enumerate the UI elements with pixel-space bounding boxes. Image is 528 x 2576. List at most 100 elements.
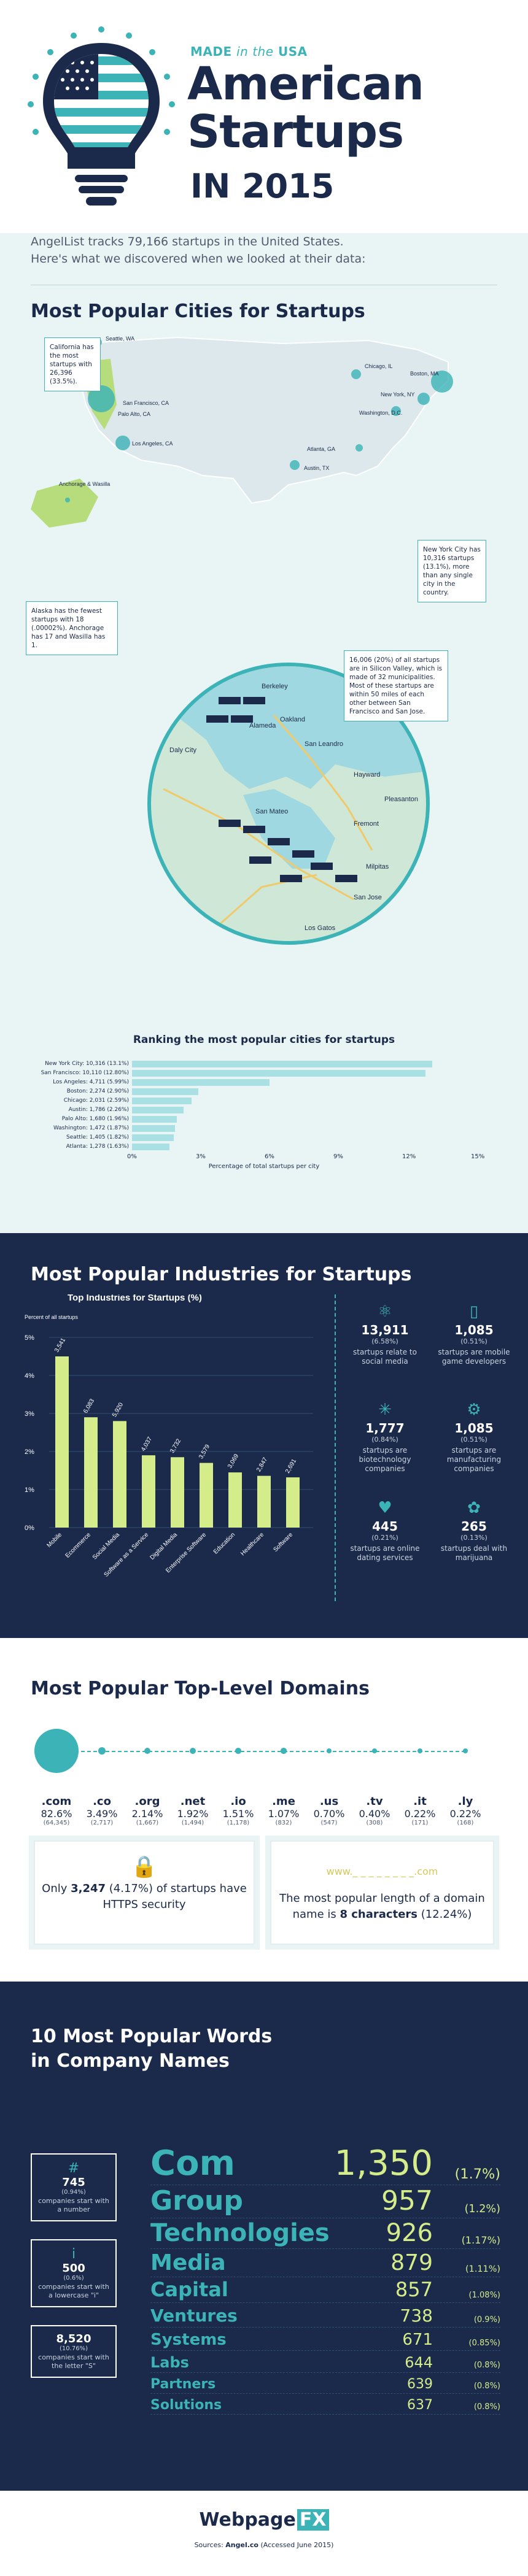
word-stat-icon: i bbox=[71, 2247, 76, 2262]
word-percent: (0.85%) bbox=[468, 2339, 500, 2348]
city-bar-label: San Francisco: 10,110 (12.80%) bbox=[41, 1070, 129, 1076]
callout-california: California has the most startups with 26… bbox=[44, 337, 101, 391]
domain-count: (168) bbox=[457, 1820, 474, 1826]
map-label-boston: Boston, MA bbox=[410, 371, 439, 377]
domain-item: .com 82.6% (64,345) bbox=[35, 1795, 78, 1826]
map-label-seattle: Seattle, WA bbox=[106, 336, 134, 342]
industry-bar bbox=[228, 1472, 242, 1528]
city-bar bbox=[132, 1116, 177, 1123]
industry-bar bbox=[257, 1475, 271, 1528]
industry-category-label: Digital Media bbox=[149, 1531, 179, 1561]
word-stat-box: 8,520 (10.76%) companies start with the le… bbox=[31, 2325, 117, 2378]
word-stat-box: i 500 (0.6%) companies start with a lowerca… bbox=[31, 2239, 117, 2307]
industries-chart-title: Top Industries for Startups (%) bbox=[68, 1294, 202, 1303]
domain-percent: 82.6% bbox=[41, 1808, 72, 1820]
industry-stat: ✿ 265 (0.13%) startups deal with marijuana bbox=[431, 1497, 517, 1563]
word-row: Capital 857 (1.08%) bbox=[150, 2277, 500, 2303]
word-percent: (0.8%) bbox=[473, 2402, 500, 2412]
word-stat-percent: (10.76%) bbox=[60, 2345, 88, 2352]
city-axis-tick: 9% bbox=[333, 1153, 343, 1160]
word-stat-number: 8,520 bbox=[56, 2332, 91, 2345]
industry-stat-number: 445 bbox=[372, 1519, 398, 1534]
industries-ytick: 3% bbox=[25, 1410, 34, 1418]
domain-dot bbox=[281, 1748, 287, 1754]
map-label-chicago: Chicago, IL bbox=[365, 363, 393, 369]
industry-stat-icon: ⚙ bbox=[467, 1401, 481, 1419]
industry-data-label: 5,920 bbox=[111, 1401, 125, 1418]
industry-bar bbox=[286, 1477, 300, 1528]
industry-category-label: Social Media bbox=[91, 1531, 122, 1561]
city-bar bbox=[132, 1144, 169, 1150]
domain-dot bbox=[417, 1748, 423, 1754]
industry-stat-number: 1,085 bbox=[454, 1323, 494, 1337]
word-text: Solutions bbox=[150, 2397, 222, 2413]
industries-ytick: 4% bbox=[25, 1372, 34, 1380]
industry-data-label: 6,083 bbox=[82, 1398, 96, 1415]
word-count: 738 bbox=[400, 2305, 433, 2326]
industries-heading: Most Popular Industries for Startups bbox=[31, 1264, 412, 1285]
city-bar-label: Chicago: 2,031 (2.59%) bbox=[63, 1098, 129, 1104]
domain-percent: 0.22% bbox=[449, 1808, 481, 1820]
domain-percent: 1.51% bbox=[222, 1808, 254, 1820]
domain-count: (547) bbox=[320, 1820, 338, 1826]
industry-bar bbox=[55, 1356, 69, 1528]
industry-category-label: Software bbox=[272, 1531, 294, 1553]
word-stat-percent: (0.94%) bbox=[61, 2189, 86, 2196]
map-label-austin: Austin, TX bbox=[304, 465, 329, 471]
city-bar-row: Atlanta: 1,278 (1.63%) bbox=[25, 1143, 503, 1151]
industry-stat-icon: ♥ bbox=[378, 1499, 392, 1517]
industry-category-label: Ecommerce bbox=[64, 1531, 93, 1559]
word-stat-number: 500 bbox=[62, 2262, 85, 2275]
domain-dot bbox=[235, 1748, 241, 1754]
svg-text:Daly City: Daly City bbox=[169, 747, 197, 754]
industry-stat: ⚙ 1,085 (0.51%) startups are manufacturing … bbox=[431, 1399, 517, 1474]
svg-text:San Leandro: San Leandro bbox=[305, 740, 343, 748]
city-bar-row: San Francisco: 10,110 (12.80%) bbox=[25, 1069, 503, 1077]
industry-stat: ▯ 1,085 (0.51%) startups are mobile game de… bbox=[431, 1301, 517, 1366]
industry-data-label: 4,037 bbox=[140, 1436, 153, 1453]
domain-item: .ly 0.22% (168) bbox=[444, 1795, 487, 1826]
domain-tld: .me bbox=[272, 1795, 295, 1808]
svg-text:Los Gatos: Los Gatos bbox=[305, 925, 336, 932]
city-bar bbox=[132, 1107, 184, 1113]
domain-count: (1,667) bbox=[136, 1820, 159, 1826]
industry-bar bbox=[171, 1457, 184, 1528]
word-row: Solutions 637 (0.8%) bbox=[150, 2394, 500, 2415]
city-ranking-chart: New York City: 10,316 (13.1%) San Francis… bbox=[25, 1055, 503, 1202]
made-in-usa-label: MADE in the USA bbox=[190, 44, 308, 59]
industry-stat-desc: startups are biotechnology companies bbox=[359, 1446, 411, 1473]
city-bar bbox=[132, 1088, 199, 1095]
footer: Webpage FX Sources: Angel.co (Accessed Ju… bbox=[0, 2491, 528, 2576]
svg-text:Berkeley: Berkeley bbox=[262, 683, 288, 690]
industry-stat-desc: startups are online dating services bbox=[350, 1544, 420, 1562]
webpagefx-logo: Webpage FX bbox=[0, 2509, 528, 2531]
city-bar-row: Palo Alto: 1,680 (1.96%) bbox=[25, 1115, 503, 1123]
industry-data-label: 3,732 bbox=[169, 1437, 182, 1455]
industry-bar bbox=[113, 1421, 126, 1528]
industry-stat-percent: (0.51%) bbox=[460, 1436, 487, 1444]
domain-item: .it 0.22% (171) bbox=[398, 1795, 441, 1826]
word-stat-desc: companies start with the letter "S" bbox=[38, 2353, 109, 2370]
city-bar-row: Seattle: 1,405 (1.82%) bbox=[25, 1134, 503, 1142]
domain-count: (832) bbox=[275, 1820, 292, 1826]
industries-ytick: 2% bbox=[25, 1448, 34, 1456]
industry-stat: ♥ 445 (0.21%) startups are online dating se… bbox=[342, 1497, 428, 1563]
domain-percent: 3.49% bbox=[86, 1808, 118, 1820]
words-heading: 10 Most Popular Words in Company Names bbox=[31, 2026, 273, 2072]
word-text: Media bbox=[150, 2250, 226, 2275]
industry-stat: ✳ 1,777 (0.84%) startups are biotechnology … bbox=[342, 1399, 428, 1474]
lightbulb-flag-icon bbox=[28, 26, 175, 206]
industries-section: Most Popular Industries for Startups Top… bbox=[0, 1233, 528, 1638]
industry-stat-icon: ▯ bbox=[469, 1302, 479, 1321]
city-axis-tick: 6% bbox=[265, 1153, 274, 1160]
domain-count: (171) bbox=[411, 1820, 429, 1826]
industry-stat-number: 1,777 bbox=[365, 1421, 405, 1436]
domain-tld: .ly bbox=[457, 1795, 473, 1808]
word-count: 671 bbox=[402, 2331, 433, 2349]
city-bar-row: Boston: 2,274 (2.90%) bbox=[25, 1088, 503, 1096]
word-stat-desc: companies start with a lowercase "i" bbox=[38, 2283, 109, 2299]
domain-item: .org 2.14% (1,667) bbox=[126, 1795, 169, 1826]
domain-tld: .org bbox=[134, 1795, 160, 1808]
callout-silicon-valley: 16,006 (20%) of all startups are in Sili… bbox=[344, 650, 448, 721]
industry-stat: ⚛ 13,911 (6.58%) startups relate to social … bbox=[342, 1301, 428, 1366]
